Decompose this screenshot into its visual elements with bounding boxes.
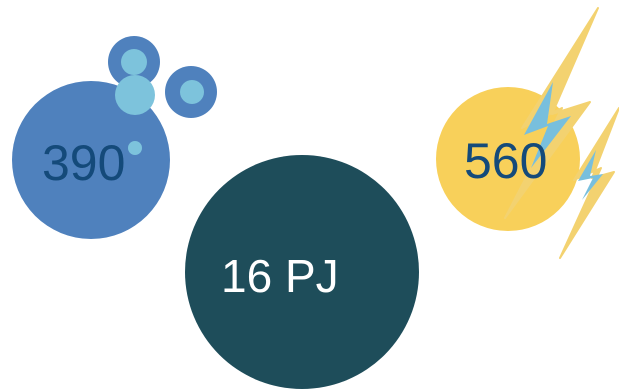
water-bubble-right-inner — [180, 80, 204, 104]
total-energy-circle-group — [185, 155, 419, 389]
energy-bolt-large — [504, 7, 599, 219]
energy-bolt-inner — [524, 82, 571, 168]
water-bubble-small — [128, 141, 142, 155]
water-value-label: 390 — [42, 135, 126, 191]
water-bubble-top-inner — [121, 49, 147, 75]
energy-bolt-inner-small — [578, 150, 603, 200]
water-bubble-middle — [115, 75, 155, 115]
energy-value-label: 560 — [464, 133, 548, 189]
total-value-label: 16 PJ — [221, 250, 339, 302]
lightning-bolt-icon — [436, 7, 619, 259]
water-main-circle — [12, 81, 170, 239]
water-bubbles-icon — [12, 36, 217, 239]
total-main-circle — [185, 155, 419, 389]
